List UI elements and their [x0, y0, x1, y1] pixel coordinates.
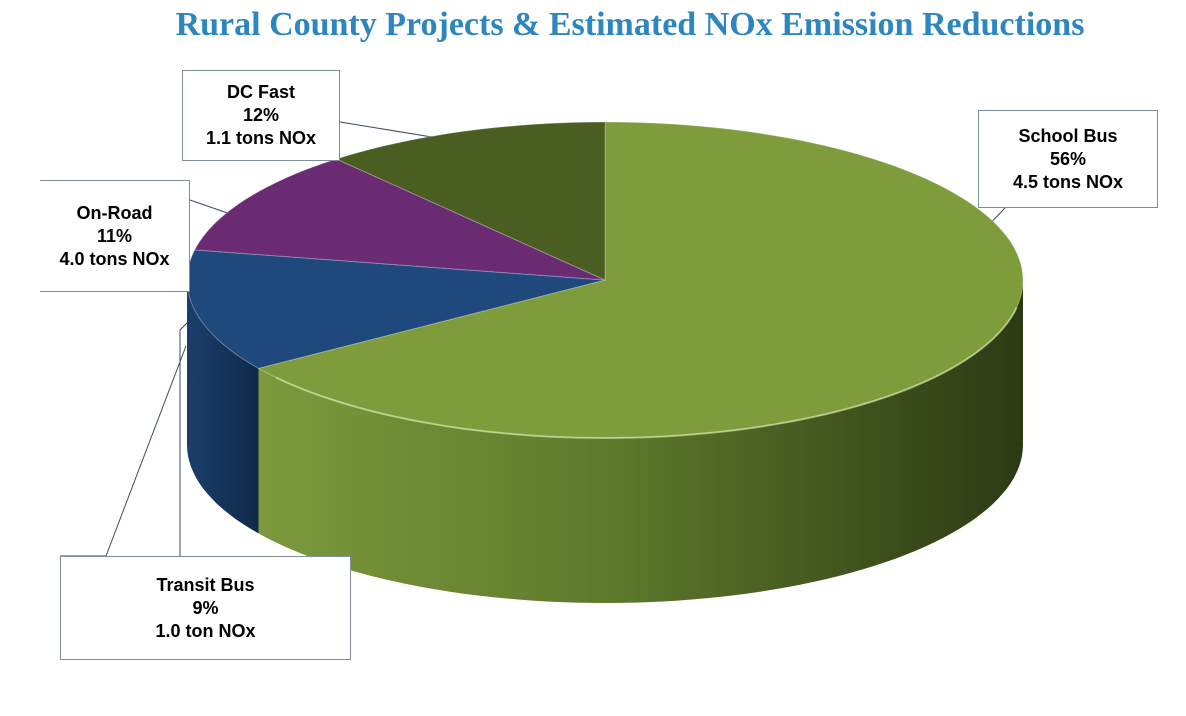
label-detail: 1.0 ton NOx [155, 620, 256, 641]
leader-line-dc-fast [339, 121, 439, 139]
slice-label-transit-bus: Transit Bus 9% 1.0 ton NOx [60, 556, 351, 660]
label-percent: 12% [242, 105, 280, 125]
label-name: School Bus [1018, 125, 1118, 146]
slice-label-dc-fast: DC Fast 12% 1.1 tons NOx [182, 70, 340, 161]
label-name: On-Road [76, 202, 153, 223]
pie-slice-on-road [193, 158, 606, 281]
label-name: Transit Bus [156, 574, 255, 595]
label-detail: 4.0 tons NOx [59, 248, 170, 269]
chart-title: Rural County Projects & Estimated NOx Em… [175, 6, 1085, 43]
label-percent: 11% [96, 225, 133, 246]
label-percent: 56% [1049, 148, 1087, 169]
slice-label-school-bus: School Bus 56% 4.5 tons NOx [978, 110, 1158, 208]
pie-side-school-bus [258, 280, 1023, 603]
label-percent: 9% [192, 597, 219, 618]
label-detail: 1.1 tons NOx [205, 128, 317, 148]
pie-side-transit-bus [187, 280, 259, 534]
pie-slice-dc-fast [334, 121, 606, 281]
leader-line-transit-bus [60, 345, 187, 557]
slice-label-on-road: On-Road 11% 4.0 tons NOx [40, 180, 190, 292]
pie-rim-highlight [275, 306, 1018, 440]
label-detail: 4.5 tons NOx [1012, 171, 1124, 192]
label-name: DC Fast [226, 82, 295, 102]
